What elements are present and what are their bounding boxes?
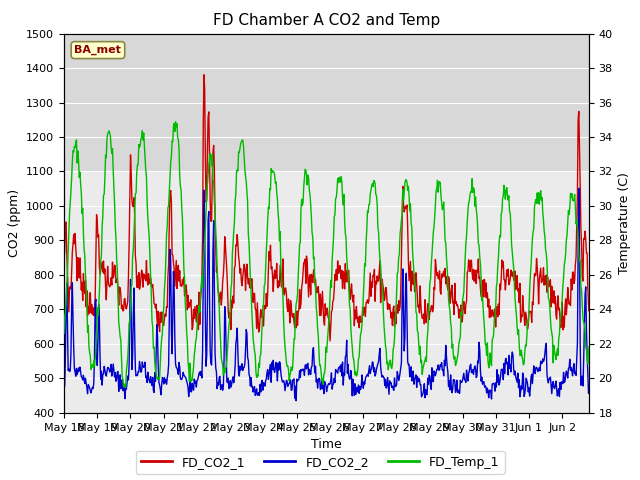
Title: FD Chamber A CO2 and Temp: FD Chamber A CO2 and Temp	[212, 13, 440, 28]
Legend: FD_CO2_1, FD_CO2_2, FD_Temp_1: FD_CO2_1, FD_CO2_2, FD_Temp_1	[136, 451, 504, 474]
Bar	[64, 34, 589, 171]
Y-axis label: CO2 (ppm): CO2 (ppm)	[8, 189, 20, 257]
Y-axis label: Temperature (C): Temperature (C)	[618, 172, 631, 274]
X-axis label: Time: Time	[311, 438, 342, 451]
Text: BA_met: BA_met	[74, 45, 122, 55]
